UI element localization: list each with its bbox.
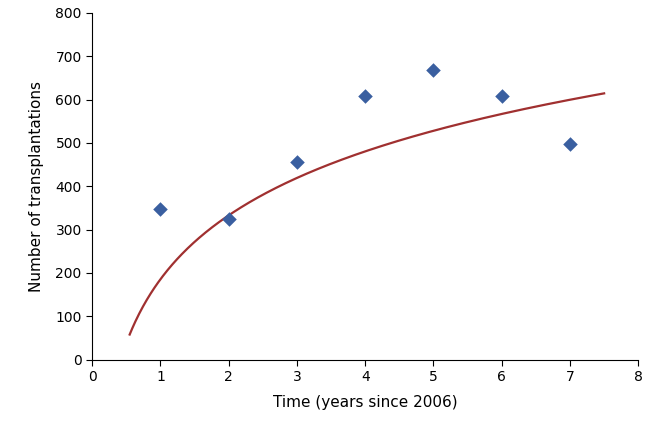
Point bbox=[360, 93, 370, 100]
X-axis label: Time (years since 2006): Time (years since 2006) bbox=[273, 395, 457, 410]
Point bbox=[155, 206, 166, 213]
Point bbox=[291, 159, 302, 166]
Point bbox=[223, 215, 234, 222]
Y-axis label: Number of transplantations: Number of transplantations bbox=[29, 81, 44, 291]
Point bbox=[497, 93, 507, 100]
Point bbox=[428, 67, 439, 74]
Point bbox=[565, 140, 575, 147]
